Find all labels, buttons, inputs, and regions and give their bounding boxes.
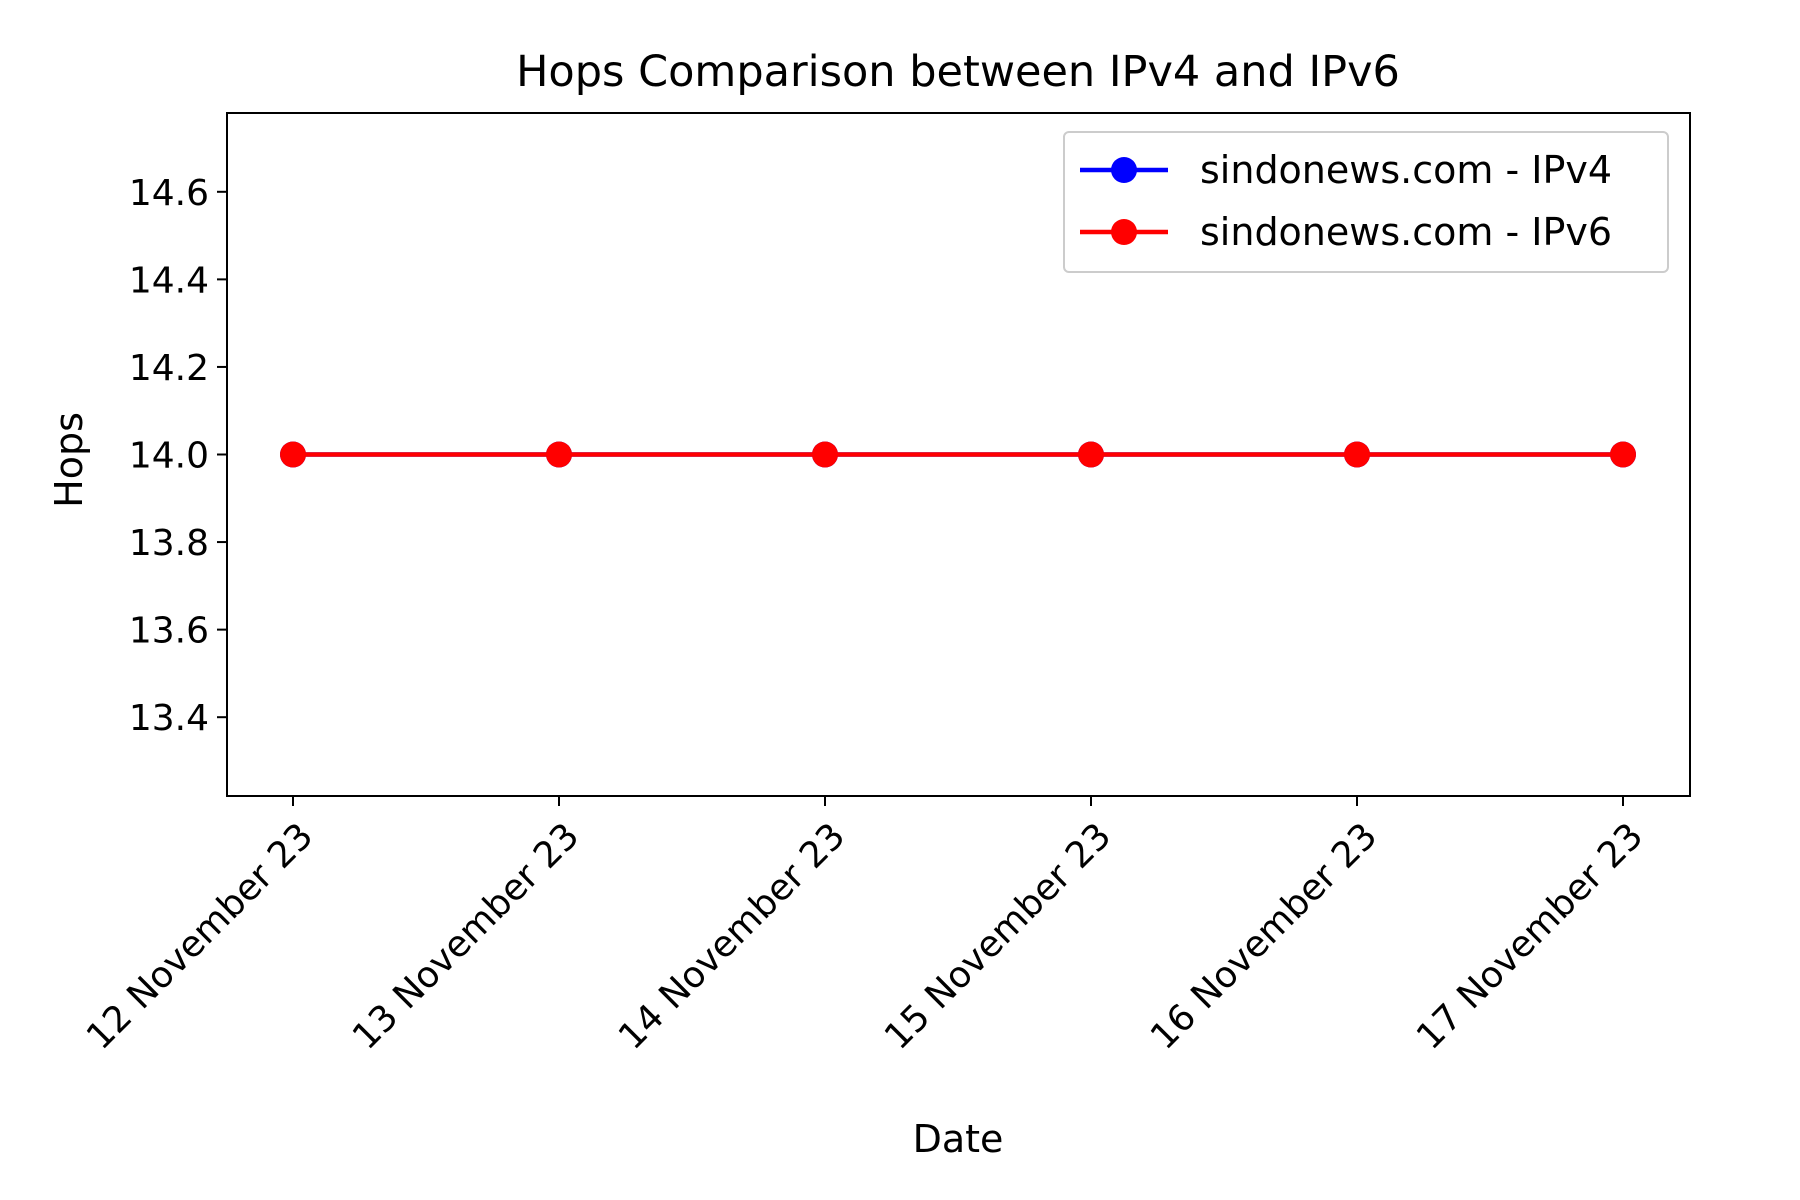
series-point [1078, 441, 1104, 468]
series-point [280, 441, 306, 468]
series-point [1610, 441, 1636, 468]
series-2 [280, 441, 1636, 468]
legend-marker [1111, 219, 1137, 245]
legend-label: sindonews.com - IPv4 [1200, 148, 1612, 192]
legend: sindonews.com - IPv4 sindonews.com - IPv6 [1063, 131, 1669, 273]
series-point [1344, 441, 1370, 468]
y-tick-label: 13.4 [129, 698, 209, 739]
plot-frame [226, 112, 1691, 797]
y-axis: 13.4 13.6 13.8 14.0 14.2 14.4 14.6 [129, 173, 227, 739]
y-tick-label: 14.0 [129, 436, 209, 477]
legend-marker [1111, 157, 1137, 183]
series-point [812, 441, 838, 468]
y-tick-label: 14.4 [129, 260, 209, 301]
y-tick-label: 13.8 [129, 523, 209, 564]
series-layer [280, 441, 1636, 468]
chart-title: Hops Comparison between IPv4 and IPv6 [516, 47, 1400, 97]
y-tick-label: 13.6 [129, 611, 209, 652]
y-tick-label: 14.6 [129, 173, 209, 214]
legend-label: sindonews.com - IPv6 [1200, 210, 1612, 254]
y-tick-label: 14.2 [129, 348, 209, 389]
y-axis-label: Hops [47, 412, 91, 508]
legend-box [1063, 131, 1669, 273]
x-axis-label: Date [913, 1117, 1004, 1161]
series-point [546, 441, 572, 468]
